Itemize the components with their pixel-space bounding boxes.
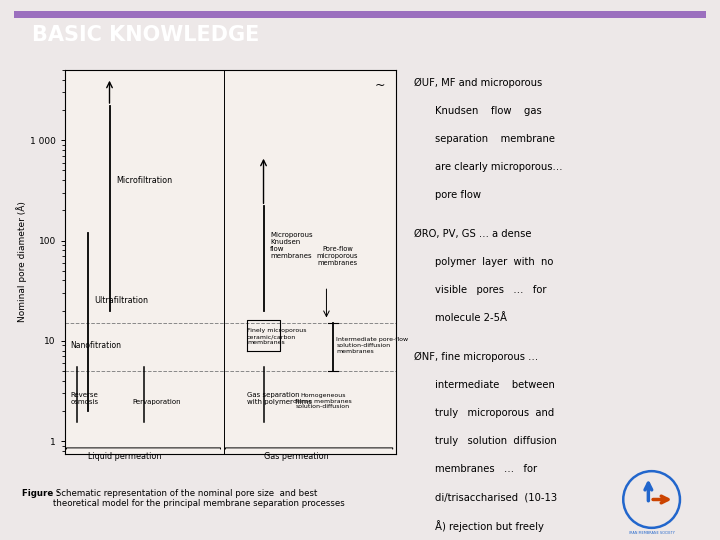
Text: Gas separation
with polymer films: Gas separation with polymer films [247, 392, 312, 405]
Text: Schematic representation of the nominal pore size  and best
theoretical model fo: Schematic representation of the nominal … [53, 489, 344, 508]
Text: Figure :: Figure : [22, 489, 63, 498]
Text: Homogeneous
dense membranes
solution-diffusion: Homogeneous dense membranes solution-dif… [293, 393, 352, 409]
Text: IRAN MEMBRANE SOCIETY: IRAN MEMBRANE SOCIETY [629, 531, 675, 535]
Text: polymer  layer  with  no: polymer layer with no [435, 257, 553, 267]
Bar [14, 11, 706, 18]
Text: BASIC KNOWLEDGE: BASIC KNOWLEDGE [32, 25, 259, 45]
Text: separation    membrane: separation membrane [435, 134, 554, 144]
Text: truly   solution  diffusion: truly solution diffusion [435, 436, 557, 447]
Text: Nanofitration: Nanofitration [70, 341, 121, 350]
Text: intermediate    between: intermediate between [435, 380, 554, 390]
Text: Knudsen    flow    gas: Knudsen flow gas [435, 106, 541, 116]
Text: di/trisaccharised  (10-13: di/trisaccharised (10-13 [435, 492, 557, 503]
Text: Intermediate pore-flow
solution-diffusion
membranes: Intermediate pore-flow solution-diffusio… [336, 337, 408, 354]
Text: pore flow: pore flow [435, 190, 481, 200]
Text: visible   pores   …   for: visible pores … for [435, 285, 546, 295]
Text: Reverse
osmosis: Reverse osmosis [71, 392, 99, 405]
Text: ØNF, fine microporous …: ØNF, fine microporous … [414, 352, 538, 362]
Y-axis label: Nominal pore diameter (Å): Nominal pore diameter (Å) [17, 201, 27, 322]
Text: Liquid permeation: Liquid permeation [88, 453, 161, 462]
Text: membranes   …   for: membranes … for [435, 464, 537, 475]
Text: ~: ~ [374, 79, 384, 92]
Text: Pervaporation: Pervaporation [132, 399, 181, 405]
Text: Microporous
Knudsen
flow
membranes: Microporous Knudsen flow membranes [270, 232, 312, 259]
Text: Finely microporous
ceramic/carbon
membranes: Finely microporous ceramic/carbon membra… [247, 328, 307, 345]
Text: ØUF, MF and microporous: ØUF, MF and microporous [414, 78, 542, 88]
Text: truly   microporous  and: truly microporous and [435, 408, 554, 418]
Text: Ultrafiltration: Ultrafiltration [94, 296, 148, 306]
Text: ØRO, PV, GS … a dense: ØRO, PV, GS … a dense [414, 229, 531, 239]
Text: Å) rejection but freely: Å) rejection but freely [435, 521, 544, 532]
Text: molecule 2-5Å: molecule 2-5Å [435, 313, 507, 323]
Text: Gas permeation: Gas permeation [264, 453, 329, 462]
Text: Microfiltration: Microfiltration [116, 176, 172, 185]
Text: Pore-flow
microporous
membranes: Pore-flow microporous membranes [317, 246, 358, 266]
Text: are clearly microporous…: are clearly microporous… [435, 162, 562, 172]
